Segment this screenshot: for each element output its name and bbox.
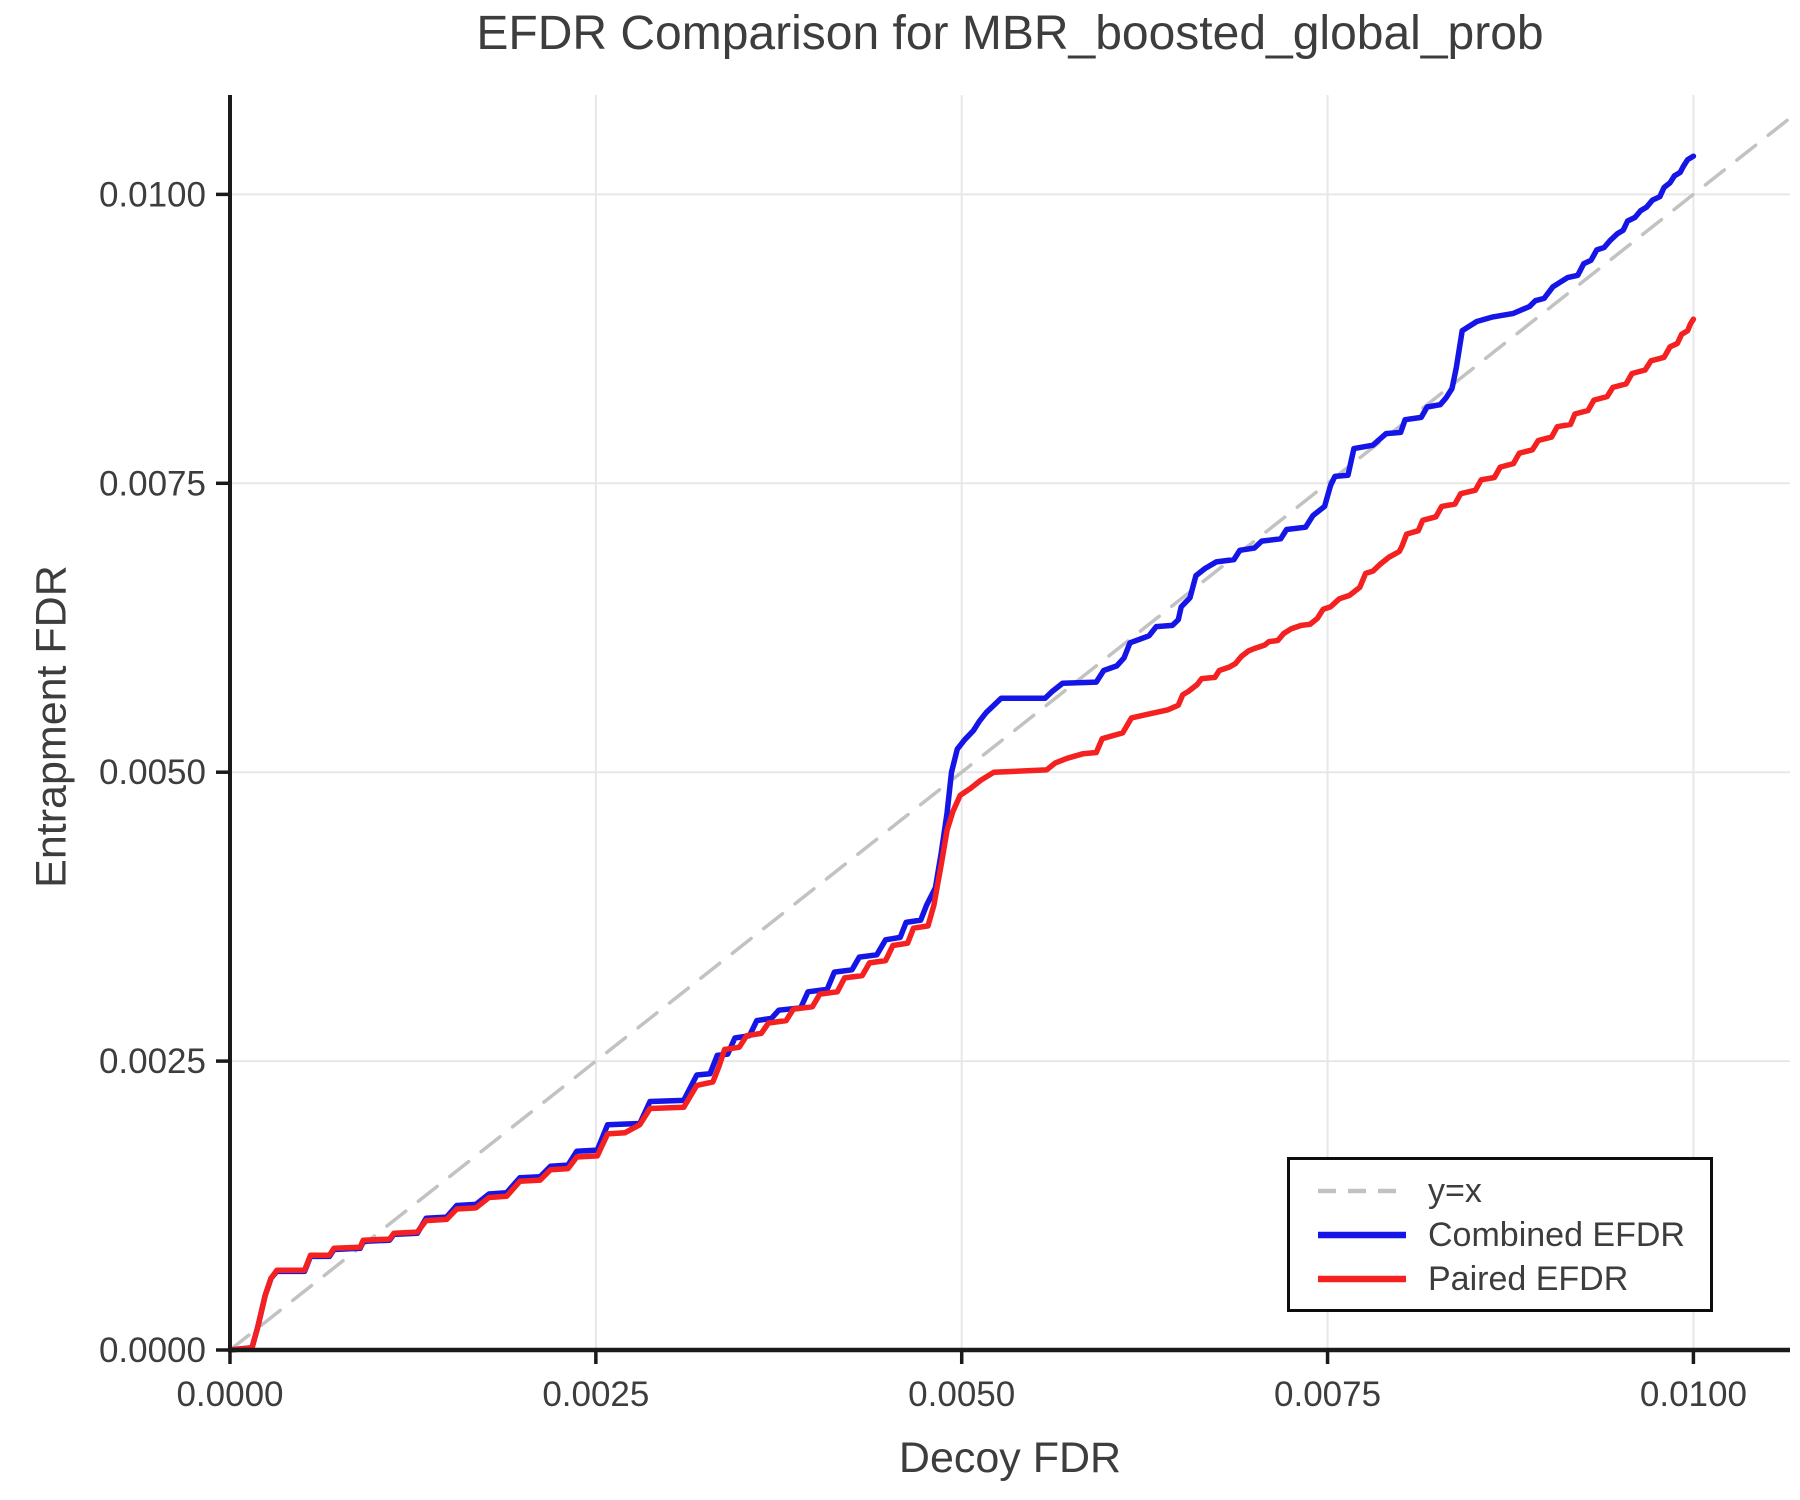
x-tick-label: 0.0050 [908,1375,1015,1414]
legend-label-combined-efdr: Combined EFDR [1428,1215,1685,1254]
dashed-line-sample-icon [1318,1188,1406,1193]
legend-row-identity: y=x [1316,1171,1710,1211]
red-line-sample-icon [1318,1275,1406,1282]
x-tick-label: 0.0100 [1640,1375,1747,1414]
y-tick-label: 0.0025 [99,1042,206,1081]
series-y-x [228,116,1792,1352]
y-axis-label: Entrapment FDR [27,565,76,888]
page-title: EFDR Comparison for MBR_boosted_global_p… [476,7,1544,60]
legend-row-combined-efdr: Combined EFDR [1316,1215,1710,1255]
legend-label-identity: y=x [1428,1171,1482,1210]
x-axis-label: Decoy FDR [898,1434,1122,1482]
y-tick-label: 0.0000 [99,1331,206,1370]
x-tick-label: 0.0000 [176,1375,283,1414]
y-tick-label: 0.0050 [99,753,206,792]
y-tick-label: 0.0075 [99,464,206,503]
series-paired-efdr [227,316,1697,1353]
legend-label-paired-efdr: Paired EFDR [1428,1259,1629,1298]
blue-line-sample-icon [1318,1231,1406,1238]
x-tick-label: 0.0025 [542,1375,649,1414]
legend: y=x Combined EFDR Paired EFDR [1287,1157,1713,1312]
x-tick-label: 0.0075 [1274,1375,1381,1414]
y-tick-label: 0.0100 [99,175,206,214]
legend-row-paired-efdr: Paired EFDR [1316,1259,1710,1299]
